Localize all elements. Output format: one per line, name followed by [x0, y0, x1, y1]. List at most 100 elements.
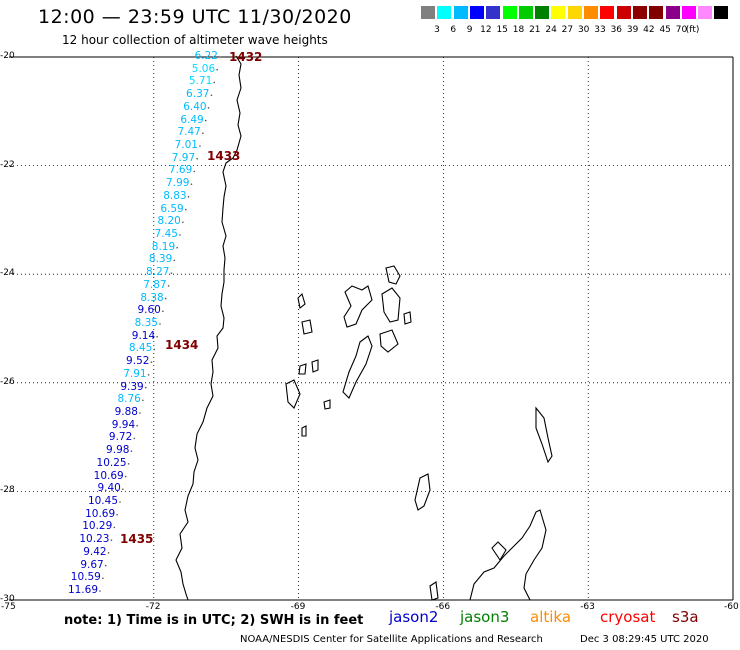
wave-height-value: 6.59 — [160, 202, 184, 215]
footnote: note: 1) Time is in UTC; 2) SWH is in fe… — [64, 613, 364, 628]
south-america-west-coast — [175, 55, 242, 601]
longitude-label: -75 — [1, 602, 16, 612]
satellite-legend-altika: altika — [530, 608, 572, 626]
wave-height-value: 8.38 — [140, 291, 164, 304]
salar-shape-9 — [311, 359, 319, 373]
latitude-label: -26 — [0, 376, 15, 387]
wave-height-value: 8.45 — [128, 342, 153, 355]
colorbar-swatch — [632, 6, 647, 19]
colorbar-swatch — [518, 6, 533, 19]
wave-height-value: 10.59 — [70, 571, 101, 584]
track-point — [207, 107, 210, 109]
colorbar-label: 39 — [626, 25, 639, 35]
colorbar-label: 33 — [594, 25, 606, 35]
wave-height-value: 7.99 — [166, 177, 190, 190]
colorbar-swatch — [502, 6, 517, 19]
wave-height-value: 9.42 — [83, 545, 107, 558]
wave-height-value: 9.39 — [120, 380, 144, 393]
track-point — [219, 56, 221, 58]
track-point — [190, 183, 193, 185]
track-point — [144, 386, 147, 389]
track-point — [130, 450, 133, 452]
track-point — [182, 221, 184, 224]
wave-height-value: 9.52 — [126, 355, 150, 368]
satellite-legend-jason3: jason3 — [460, 608, 510, 626]
colorbar-label: 9 — [466, 25, 473, 35]
wave-height-value: 10.25 — [96, 456, 127, 469]
track-point — [170, 272, 173, 274]
track-point — [99, 590, 101, 592]
map-subtitle: 12 hour collection of altimeter wave hei… — [62, 33, 328, 47]
wave-height-value: 11.69 — [67, 584, 98, 596]
track-point — [187, 196, 190, 198]
colorbar-swatch — [600, 6, 615, 19]
wave-height-value: 8.39 — [148, 253, 173, 266]
colorbar-unit: (ft) — [685, 25, 700, 35]
track-point — [193, 170, 196, 173]
track-point — [176, 246, 178, 249]
track-point — [179, 234, 181, 236]
wave-height-value: 10.29 — [82, 520, 113, 533]
track-point — [113, 526, 116, 529]
time-marker: 1434 — [165, 338, 199, 352]
wave-height-value: 6.37 — [186, 88, 210, 101]
salar-uyuni — [343, 285, 373, 328]
latitude-label: -20 — [0, 51, 15, 61]
time-marker: 1432 — [229, 50, 263, 64]
generation-timestamp: Dec 3 08:29:45 UTC 2020 — [580, 634, 709, 645]
colorbar-label: 42 — [643, 25, 655, 35]
track-point — [159, 323, 161, 325]
wave-height-value: 7.87 — [143, 278, 167, 291]
rio-de-la-plata — [469, 509, 547, 601]
salar-shape-4 — [403, 311, 412, 325]
salar-shape-7 — [297, 292, 306, 309]
colorbar-label: 21 — [529, 25, 541, 35]
colorbar-swatch — [437, 6, 452, 19]
wave-height-value: 5.06 — [191, 62, 216, 75]
wave-height-value: 7.91 — [123, 367, 147, 380]
latitude-label: -24 — [0, 268, 15, 279]
colorbar-label: 45 — [659, 25, 671, 35]
longitude-label: -63 — [580, 602, 595, 612]
longitude-label: -60 — [724, 602, 739, 612]
colorbar-label: 36 — [610, 25, 623, 35]
laguna-2 — [414, 473, 431, 511]
track-point — [167, 285, 170, 287]
salar-shape-12 — [323, 399, 331, 410]
track-point — [162, 310, 164, 313]
latitude-label: -22 — [0, 159, 15, 170]
colorbar-swatch — [714, 6, 729, 19]
longitude-label: -69 — [290, 602, 306, 612]
colorbar-swatch — [567, 6, 582, 19]
salar-shape-6 — [379, 329, 399, 353]
wave-height-value: 7.01 — [174, 139, 198, 151]
wave-height-value: 9.72 — [108, 431, 133, 444]
track-point — [156, 335, 158, 338]
colorbar-label: 30 — [577, 25, 590, 35]
track-point — [116, 513, 118, 516]
satellite-track-dots — [99, 56, 221, 592]
wave-height-value: 8.76 — [117, 393, 141, 406]
satellite-legend-s3a: s3a — [672, 608, 699, 626]
salar-shape-13 — [301, 425, 307, 437]
wave-height-value: 6.22 — [194, 50, 218, 62]
track-point — [110, 539, 113, 541]
wave-height-value: 10.23 — [79, 533, 110, 546]
track-point — [216, 68, 218, 71]
wave-height-value: 8.19 — [151, 240, 176, 253]
longitude-label: -72 — [145, 602, 161, 612]
track-point — [184, 208, 187, 211]
latitude-label: -28 — [0, 485, 15, 496]
wave-height-value: 9.94 — [111, 418, 136, 431]
graticule — [9, 57, 733, 600]
colorbar-label: 24 — [545, 25, 557, 35]
track-point — [210, 94, 213, 96]
salar-shape-10 — [298, 363, 307, 375]
track-point — [153, 348, 156, 351]
colorbar-swatch — [616, 6, 631, 19]
track-point — [127, 463, 130, 465]
colorbar-label: 15 — [496, 25, 508, 35]
track-point — [213, 81, 216, 84]
